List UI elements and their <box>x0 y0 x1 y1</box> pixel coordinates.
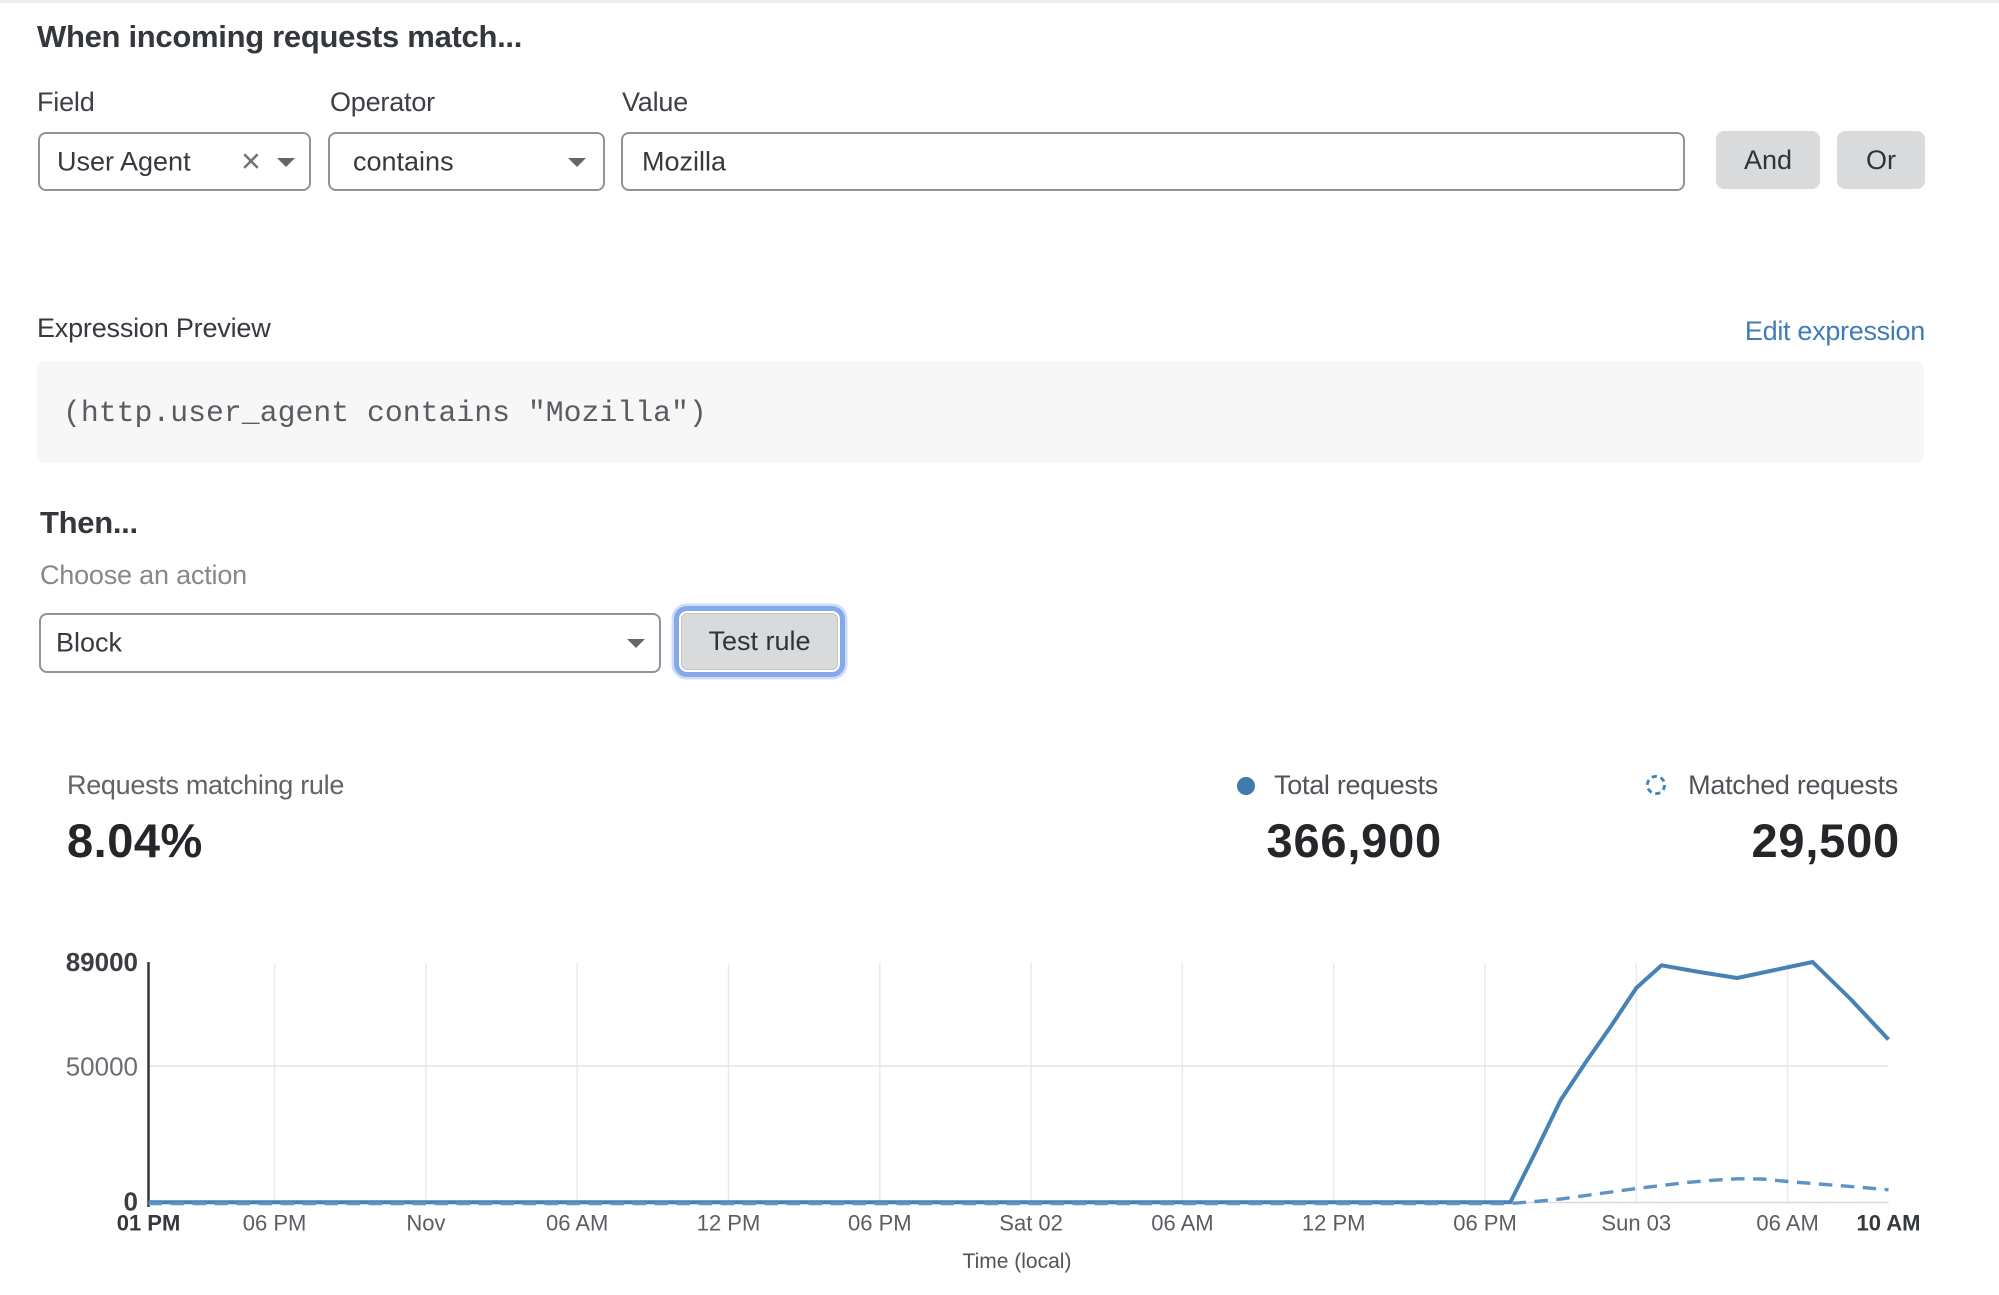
svg-text:Time (local): Time (local) <box>963 1250 1072 1273</box>
svg-text:12 PM: 12 PM <box>1302 1211 1366 1236</box>
svg-text:01 PM: 01 PM <box>117 1211 181 1236</box>
svg-text:Sat 02: Sat 02 <box>999 1211 1063 1236</box>
svg-text:50000: 50000 <box>66 1052 138 1082</box>
svg-text:06 PM: 06 PM <box>1453 1211 1517 1236</box>
svg-text:06 AM: 06 AM <box>1151 1211 1213 1236</box>
svg-text:06 PM: 06 PM <box>243 1211 307 1236</box>
svg-text:06 AM: 06 AM <box>1756 1211 1818 1236</box>
svg-text:06 PM: 06 PM <box>848 1211 912 1236</box>
svg-text:Nov: Nov <box>406 1211 445 1236</box>
svg-text:06 AM: 06 AM <box>546 1211 608 1236</box>
svg-text:10 AM: 10 AM <box>1857 1211 1921 1236</box>
svg-text:12 PM: 12 PM <box>697 1211 761 1236</box>
svg-text:89000: 89000 <box>66 947 138 977</box>
svg-text:0: 0 <box>124 1187 138 1217</box>
svg-text:Sun 03: Sun 03 <box>1601 1211 1671 1236</box>
